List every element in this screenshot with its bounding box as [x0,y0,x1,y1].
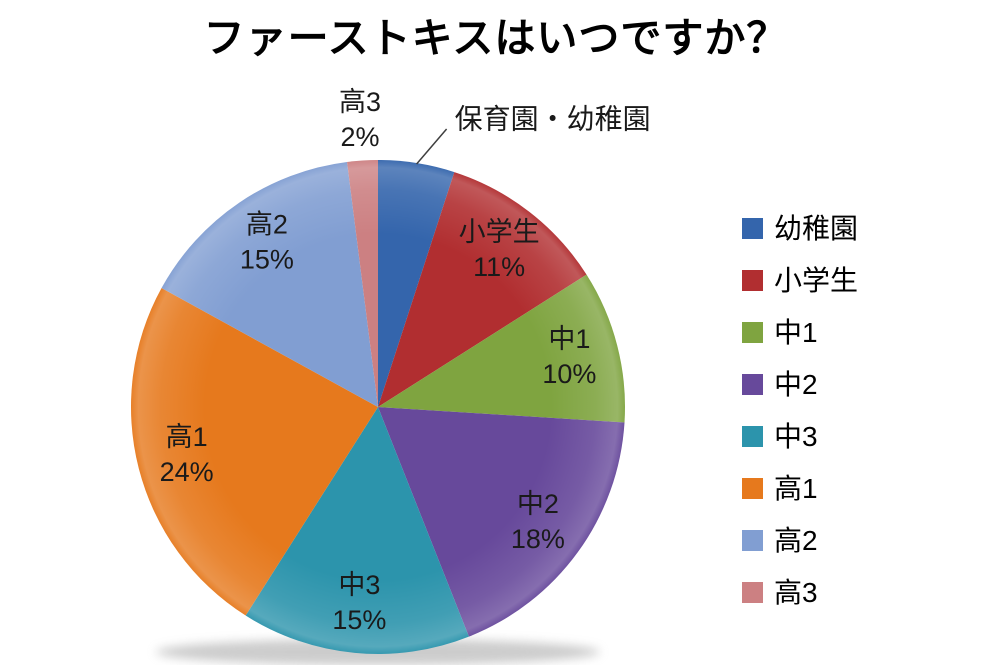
slice-percent-hs2: 15% [240,245,294,275]
slice-label-elementary: 小学生 [459,217,540,247]
slice-percent-hs1: 24% [160,457,214,487]
legend-swatch-elementary [742,270,763,291]
legend-item-elementary: 小学生 [742,266,858,295]
legend-swatch-jhs2 [742,374,763,395]
slice-label-hs2: 高2 [246,210,288,240]
legend-item-jhs2: 中2 [742,370,858,399]
chart-title: ファーストキスはいつですか？ [203,15,789,61]
legend-swatch-hs3 [742,582,763,603]
slice-label-jhs1: 中1 [548,324,590,354]
legend-label-jhs2: 中2 [774,369,818,400]
legend-label-jhs1: 中1 [774,317,818,348]
legend-swatch-jhs1 [742,322,763,343]
legend-item-hs1: 高1 [742,474,858,503]
slice-percent-jhs3: 15% [332,605,386,635]
slice-label-jhs2: 中2 [517,489,559,519]
legend-item-hs3: 高3 [742,578,858,607]
legend-label-kindergarten: 幼稚園 [774,213,859,244]
slice-callout-label-kindergarten: 保育園・幼稚園 [455,103,651,134]
legend-swatch-jhs3 [742,426,763,447]
legend-label-hs2: 高2 [774,525,818,556]
slice-percent-jhs1: 10% [542,359,596,389]
legend-item-jhs1: 中1 [742,318,858,347]
slice-label-hs3: 高3 [339,87,381,117]
slice-percent-elementary: 11% [473,252,525,282]
slice-percent-hs3: 2% [340,122,379,152]
legend-label-hs1: 高1 [774,473,818,504]
slice-label-hs1: 高1 [166,422,208,452]
legend-label-elementary: 小学生 [774,265,859,296]
legend-swatch-hs2 [742,530,763,551]
slice-percent-jhs2: 18% [511,524,565,554]
legend-item-hs2: 高2 [742,526,858,555]
callout-line-kindergarten [416,128,448,165]
legend-item-kindergarten: 幼稚園 [742,214,858,243]
legend-label-jhs3: 中3 [774,421,818,452]
legend-swatch-kindergarten [742,218,763,239]
legend: 幼稚園小学生中1 中2 中3 高1 高2 高3 [742,214,858,607]
legend-label-hs3: 高3 [774,577,818,608]
legend-swatch-hs1 [742,478,763,499]
slice-label-jhs3: 中3 [338,570,380,600]
legend-item-jhs3: 中3 [742,422,858,451]
